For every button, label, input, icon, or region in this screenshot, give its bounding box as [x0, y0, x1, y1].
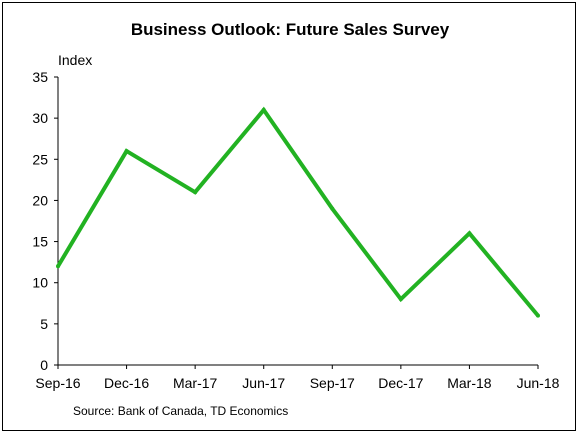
data-point [398, 297, 403, 302]
data-point [56, 264, 60, 269]
x-tick-label: Mar-18 [447, 375, 492, 391]
y-tick-label: 10 [32, 275, 48, 291]
data-point [193, 190, 198, 195]
x-tick-label: Mar-17 [173, 375, 218, 391]
y-tick-label: 0 [40, 357, 48, 373]
x-tick-label: Sep-17 [310, 375, 355, 391]
x-tick-label: Jun-18 [517, 375, 560, 391]
source-note: Source: Bank of Canada, TD Economics [73, 404, 289, 418]
y-tick-label: 20 [32, 192, 48, 208]
y-tick-label: 30 [32, 110, 48, 126]
data-point [124, 149, 129, 154]
chart-title: Business Outlook: Future Sales Survey [130, 20, 450, 39]
data-point [330, 206, 335, 211]
data-point [536, 313, 540, 318]
x-tick-label: Sep-16 [35, 375, 80, 391]
x-tick-label: Dec-16 [104, 375, 149, 391]
y-tick-label: 25 [32, 151, 48, 167]
y-axis-label: Index [58, 52, 93, 68]
series-line [56, 106, 540, 317]
y-tick-label: 15 [32, 234, 48, 250]
y-tick-label: 5 [40, 316, 48, 332]
data-point [467, 231, 472, 236]
y-tick-label: 35 [32, 69, 48, 85]
x-tick-label: Dec-17 [378, 375, 423, 391]
chart-frame [2, 2, 576, 431]
x-tick-label: Jun-17 [242, 375, 285, 391]
data-point [261, 107, 266, 112]
